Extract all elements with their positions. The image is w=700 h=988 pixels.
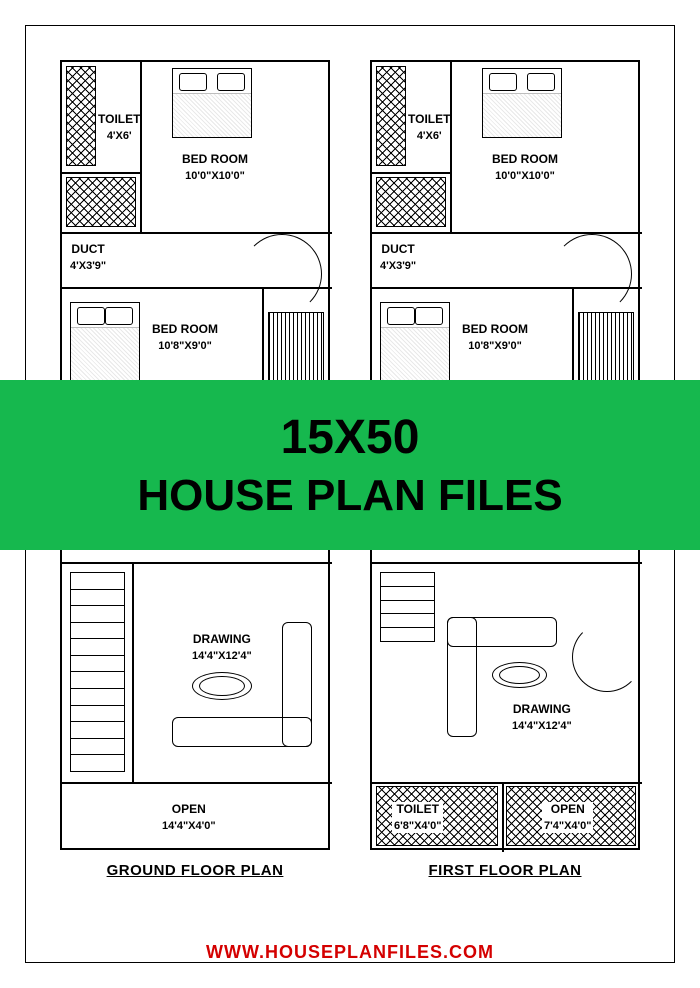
duct-label: DUCT4'X3'9" [70, 242, 106, 273]
bed-furniture [482, 68, 562, 138]
bed1-label: BED ROOM10'0"X10'0" [492, 152, 558, 183]
door-arc [552, 234, 632, 314]
coffee-table [492, 662, 547, 688]
bed1-label: BED ROOM10'0"X10'0" [182, 152, 248, 183]
bed2-furniture [70, 302, 140, 382]
title-banner: 15X50 HOUSE PLAN FILES [0, 380, 700, 550]
ground-floor-title: GROUND FLOOR PLAN [107, 862, 284, 879]
drawing-label: DRAWING14'4"X12'4" [192, 632, 252, 663]
sofa [447, 617, 557, 647]
toilet2-label: TOILET6'8"X4'0" [392, 802, 443, 833]
toilet-label: TOILET4'X6' [408, 112, 450, 143]
bed2-furniture [380, 302, 450, 382]
banner-line1: 15X50 [281, 408, 420, 468]
sofa-side [282, 622, 312, 747]
bed2-label: BED ROOM10'8"X9'0" [152, 322, 218, 353]
duct-hatch [66, 177, 136, 227]
drawing-label: DRAWING14'4"X12'4" [512, 702, 572, 733]
open-label: OPEN14'4"X4'0" [162, 802, 216, 833]
door-arc [572, 622, 642, 692]
bed2-label: BED ROOM10'8"X9'0" [462, 322, 528, 353]
duct-hatch [376, 177, 446, 227]
bed-furniture [172, 68, 252, 138]
door-arc [242, 234, 322, 314]
staircase [70, 572, 125, 772]
coffee-table [192, 672, 252, 700]
shower-hatch [376, 66, 406, 166]
duct-label: DUCT4'X3'9" [380, 242, 416, 273]
toilet-label: TOILET4'X6' [98, 112, 140, 143]
open-label: OPEN7'4"X4'0" [542, 802, 593, 833]
shower-hatch [66, 66, 96, 166]
banner-line2: HOUSE PLAN FILES [137, 468, 562, 523]
staircase [380, 572, 435, 642]
first-floor-title: FIRST FLOOR PLAN [429, 862, 582, 879]
footer-url: WWW.HOUSEPLANFILES.COM [0, 942, 700, 963]
